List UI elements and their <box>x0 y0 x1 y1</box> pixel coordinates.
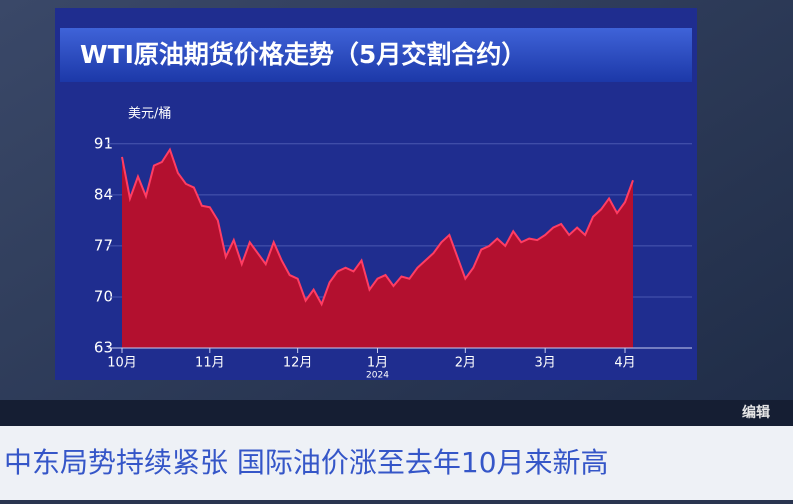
y-tick-label: 63 <box>94 339 113 357</box>
area <box>122 149 633 348</box>
x-tick-label: 4月 <box>614 356 635 371</box>
y-tick-label: 70 <box>94 287 113 305</box>
y-tick-label: 91 <box>94 134 113 152</box>
x-tick-label: 3月 <box>535 356 556 371</box>
chart-title: WTI原油期货价格走势（5月交割合约） <box>80 40 526 69</box>
x-tick-label: 1月 <box>367 356 388 371</box>
year-label: 2024 <box>366 371 389 381</box>
y-unit: 美元/桶 <box>128 107 171 122</box>
ticker-band <box>0 400 793 426</box>
caption-band <box>0 426 793 500</box>
corner-text: 编辑 <box>742 404 770 421</box>
y-tick-label: 77 <box>94 236 113 254</box>
x-tick-label: 10月 <box>107 356 137 371</box>
caption: 中东局势持续紧张 国际油价涨至去年10月来新高 <box>4 446 609 479</box>
x-tick-label: 2月 <box>455 356 476 371</box>
title-bar <box>60 28 692 82</box>
x-tick-label: 12月 <box>283 356 313 371</box>
y-tick-label: 84 <box>94 185 113 203</box>
x-tick-label: 11月 <box>195 356 225 371</box>
line <box>121 147 634 307</box>
